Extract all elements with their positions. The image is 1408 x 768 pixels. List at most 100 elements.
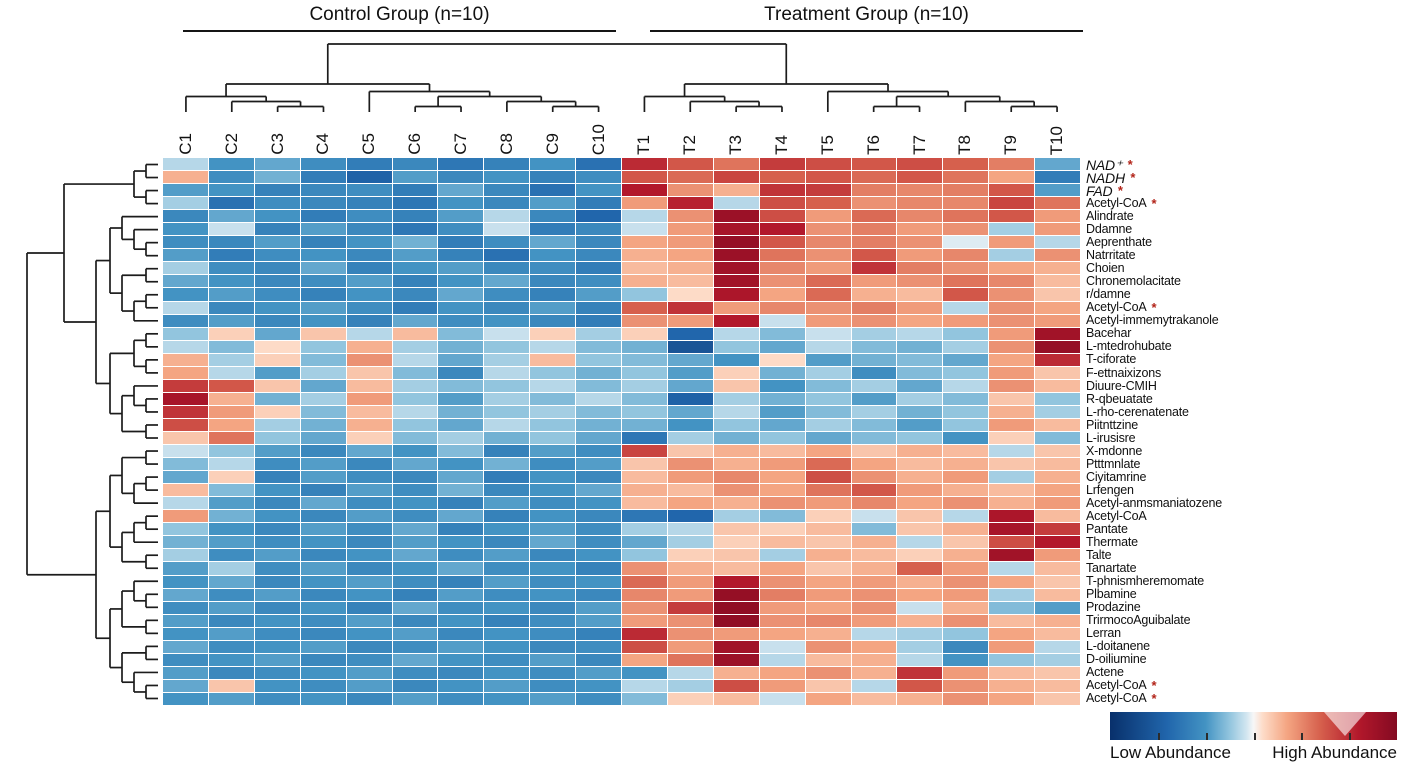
row-label: Plbamine bbox=[1086, 586, 1137, 601]
row-label: T-phnismheremomate bbox=[1086, 573, 1204, 588]
heatmap-cell bbox=[943, 223, 989, 236]
heatmap-cell bbox=[346, 445, 392, 458]
heatmap-cell bbox=[989, 301, 1035, 314]
heatmap-cell bbox=[989, 666, 1035, 679]
heatmap-cell bbox=[1035, 158, 1080, 171]
row-labels: NAD⁺ * NADH * FAD * Acetyl-CoA * Alindrate Ddamne… bbox=[1086, 158, 1406, 705]
heatmap-cell bbox=[208, 197, 254, 210]
column-label: T5 bbox=[817, 135, 837, 155]
legend-notch-marker bbox=[1324, 712, 1367, 736]
heatmap-cell bbox=[254, 392, 300, 405]
row-label: Diuure-CMIH bbox=[1086, 378, 1157, 393]
heatmap-cell bbox=[805, 614, 851, 627]
heatmap-cell bbox=[759, 614, 805, 627]
heatmap-cell bbox=[713, 405, 759, 418]
heatmap-cell bbox=[484, 418, 530, 431]
heatmap-cell bbox=[208, 653, 254, 666]
heatmap-cell bbox=[713, 327, 759, 340]
heatmap-cell bbox=[484, 549, 530, 562]
heatmap-cell bbox=[805, 679, 851, 692]
heatmap-cell bbox=[576, 249, 621, 262]
heatmap-cell bbox=[484, 588, 530, 601]
heatmap-cell bbox=[759, 549, 805, 562]
heatmap-cell bbox=[989, 353, 1035, 366]
heatmap-cell bbox=[208, 445, 254, 458]
heatmap-cell bbox=[943, 158, 989, 171]
heatmap-cell bbox=[438, 418, 484, 431]
heatmap-cell bbox=[208, 510, 254, 523]
significance-asterisk: * bbox=[1129, 170, 1135, 186]
heatmap-cell bbox=[254, 275, 300, 288]
heatmap-cell bbox=[989, 562, 1035, 575]
heatmap-cell bbox=[989, 418, 1035, 431]
heatmap-cell bbox=[805, 366, 851, 379]
heatmap-cell bbox=[484, 614, 530, 627]
heatmap-cell bbox=[254, 562, 300, 575]
heatmap-cell bbox=[484, 197, 530, 210]
heatmap-cell bbox=[1035, 588, 1080, 601]
heatmap-cell bbox=[897, 471, 943, 484]
heatmap-cell bbox=[254, 197, 300, 210]
heatmap-cell bbox=[897, 262, 943, 275]
heatmap-cell bbox=[484, 523, 530, 536]
legend-tick bbox=[1205, 733, 1208, 740]
heatmap-cell bbox=[530, 392, 576, 405]
heatmap-cell bbox=[576, 614, 621, 627]
heatmap-cell bbox=[622, 431, 667, 445]
heatmap-cell bbox=[346, 262, 392, 275]
heatmap-cell bbox=[667, 223, 713, 236]
heatmap-cell bbox=[346, 523, 392, 536]
heatmap-cell bbox=[346, 666, 392, 679]
heatmap-cell bbox=[622, 288, 667, 301]
heatmap-cell bbox=[759, 627, 805, 640]
heatmap-cell bbox=[530, 262, 576, 275]
heatmap-cell bbox=[667, 327, 713, 340]
heatmap-cell bbox=[254, 158, 300, 171]
heatmap-cell bbox=[759, 575, 805, 588]
heatmap-cell bbox=[713, 431, 759, 445]
row-label: Lerran bbox=[1086, 625, 1121, 640]
heatmap-cell bbox=[300, 679, 346, 692]
heatmap-cell bbox=[484, 314, 530, 327]
heatmap-cell bbox=[530, 184, 576, 197]
column-label: C8 bbox=[496, 133, 516, 155]
heatmap-cell bbox=[667, 614, 713, 627]
heatmap-cell bbox=[392, 653, 438, 666]
heatmap-cell bbox=[346, 314, 392, 327]
heatmap-cell bbox=[759, 445, 805, 458]
heatmap-cell bbox=[300, 236, 346, 249]
heatmap-cell bbox=[484, 536, 530, 549]
heatmap-cell bbox=[576, 210, 621, 223]
heatmap-cell bbox=[667, 158, 713, 171]
heatmap-cell bbox=[300, 471, 346, 484]
heatmap-cell bbox=[759, 418, 805, 431]
column-label: C2 bbox=[221, 133, 241, 155]
heatmap-cell bbox=[208, 210, 254, 223]
heatmap-cell bbox=[484, 562, 530, 575]
heatmap-cell bbox=[576, 471, 621, 484]
heatmap-cell bbox=[805, 184, 851, 197]
heatmap-cell bbox=[943, 549, 989, 562]
heatmap-cell bbox=[622, 471, 667, 484]
heatmap-cell bbox=[346, 588, 392, 601]
column-label: T7 bbox=[909, 135, 929, 155]
heatmap-cell bbox=[530, 562, 576, 575]
heatmap-cell bbox=[254, 653, 300, 666]
heatmap-cell bbox=[163, 418, 208, 431]
heatmap-cell bbox=[622, 353, 667, 366]
heatmap-cell bbox=[713, 353, 759, 366]
heatmap-cell bbox=[897, 314, 943, 327]
heatmap-cell bbox=[163, 562, 208, 575]
heatmap-cell bbox=[346, 171, 392, 184]
heatmap-cell bbox=[254, 458, 300, 471]
heatmap-cell bbox=[851, 601, 897, 614]
heatmap-cell bbox=[805, 458, 851, 471]
heatmap-cell bbox=[897, 640, 943, 653]
heatmap-cell bbox=[392, 327, 438, 340]
heatmap-cell bbox=[300, 405, 346, 418]
heatmap-cell bbox=[438, 484, 484, 497]
column-label: T2 bbox=[680, 135, 700, 155]
heatmap-cell bbox=[1035, 536, 1080, 549]
heatmap-cell bbox=[300, 692, 346, 705]
heatmap-cell bbox=[346, 418, 392, 431]
